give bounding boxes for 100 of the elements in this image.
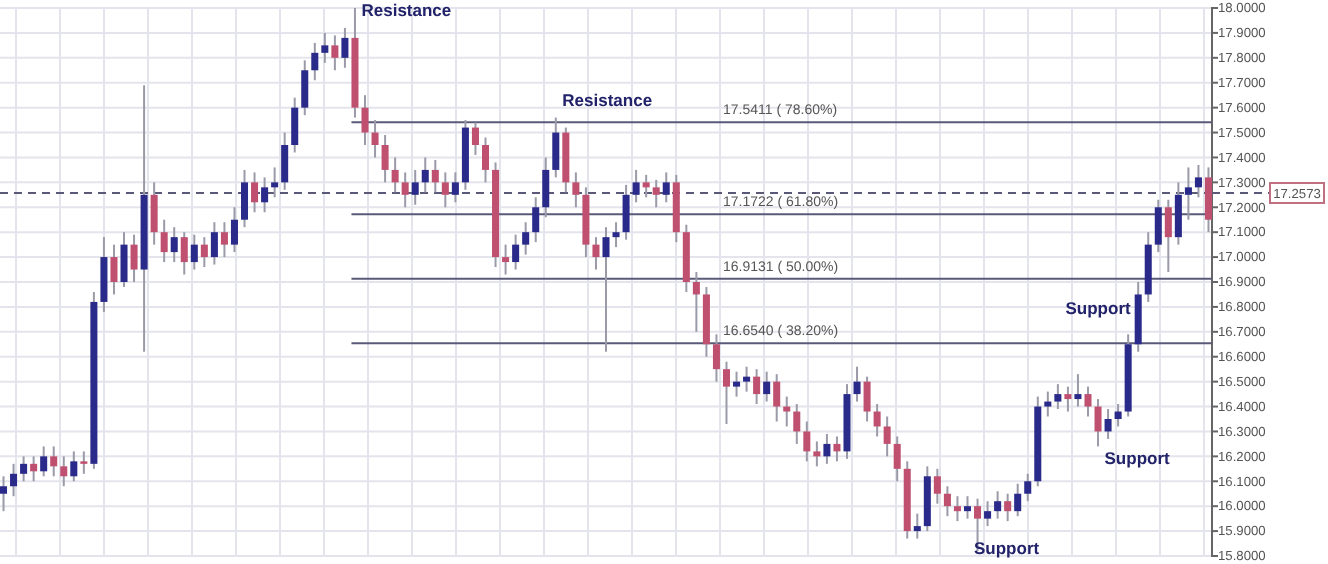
candlestick [502, 243, 510, 276]
candlestick [773, 373, 781, 423]
candlestick [642, 173, 650, 199]
candlestick [30, 455, 38, 483]
candlestick [602, 226, 610, 353]
candlestick [1044, 390, 1052, 418]
candlestick [210, 221, 218, 266]
candlestick [743, 365, 751, 393]
candlestick [331, 34, 339, 72]
candlestick [40, 445, 48, 478]
candlestick [1054, 383, 1062, 411]
candlestick [1184, 166, 1192, 221]
candlestick [1014, 482, 1022, 518]
candlestick [0, 475, 8, 513]
candlestick [833, 435, 841, 463]
candlestick [692, 271, 700, 333]
candlestick [652, 178, 660, 209]
candlestick [180, 231, 188, 276]
candlestick [722, 360, 731, 425]
candlestick [200, 236, 208, 269]
candlestick [271, 166, 279, 199]
candlestick [863, 375, 871, 423]
candlestick [471, 121, 479, 156]
candlestick [532, 196, 540, 244]
candlestick [371, 119, 379, 159]
candlestick [783, 395, 791, 428]
candlestick [853, 365, 861, 403]
candlestick [80, 450, 88, 475]
candlestick [361, 94, 369, 146]
candlestick [552, 116, 560, 179]
candlestick [893, 435, 901, 483]
candlestick [1104, 408, 1112, 440]
candlestick [230, 206, 238, 254]
candlestick [823, 432, 831, 465]
candlestick [1154, 198, 1162, 254]
candlestick [1204, 166, 1212, 234]
candlestick [281, 131, 289, 191]
annotation: Resistance [361, 0, 452, 20]
candlestick [1004, 492, 1012, 523]
candlestick [321, 31, 329, 64]
candlestick [1074, 373, 1082, 408]
candlestick [733, 370, 741, 398]
candlestick [421, 156, 429, 194]
annotation: Resistance [562, 90, 653, 110]
candlestick [1084, 385, 1092, 418]
candlestick [301, 59, 309, 117]
candlestick [240, 168, 249, 229]
annotation: Support [1065, 298, 1132, 318]
candlestick [1024, 472, 1032, 503]
candlestick [793, 403, 801, 445]
candlestick [120, 231, 128, 288]
annotation: Support [1104, 448, 1171, 468]
candlestick [50, 445, 58, 478]
candlestick [712, 333, 720, 383]
candlestick [60, 455, 68, 488]
candlestick [150, 181, 158, 246]
candlestick [953, 495, 961, 523]
candlestick [70, 450, 78, 483]
candlestick [943, 485, 951, 518]
candlestick [441, 171, 449, 209]
candlestick [10, 462, 18, 498]
candlestick [873, 403, 881, 438]
candlestick [20, 455, 28, 483]
candlestick [883, 415, 891, 458]
candlestick [431, 158, 439, 194]
candlestick [381, 134, 389, 184]
candlestick [994, 490, 1002, 520]
candlestick [411, 168, 419, 206]
candlestick [311, 41, 319, 82]
candlestick [984, 500, 992, 528]
candlestick [1064, 385, 1072, 413]
candlestick [803, 420, 811, 463]
candlestick [1164, 198, 1172, 274]
candlestick [100, 236, 108, 313]
candlestick [542, 156, 550, 219]
candlestick [451, 171, 459, 204]
candlestick [572, 171, 580, 209]
candlestick [1194, 163, 1202, 199]
candlestick [291, 96, 299, 154]
candlestick [481, 136, 490, 184]
candlestick [1174, 181, 1182, 246]
candlestick [963, 495, 972, 520]
candlestick [130, 233, 138, 283]
candlestick [251, 171, 259, 214]
candlestick [391, 156, 399, 194]
candlestick [170, 226, 178, 264]
candlestick [662, 171, 670, 204]
candlestick [1094, 398, 1102, 448]
annotation: Support [974, 538, 1040, 558]
candlestick [753, 368, 761, 406]
candlestick [763, 370, 771, 403]
candlestick [592, 236, 600, 271]
candlestick [1114, 403, 1122, 428]
candlestick [813, 440, 821, 468]
candlestick [512, 233, 520, 271]
candlestick [622, 183, 630, 241]
candlestick [160, 218, 168, 264]
candlestick [261, 176, 269, 214]
candlestick [110, 243, 118, 296]
candlestick [933, 467, 941, 505]
